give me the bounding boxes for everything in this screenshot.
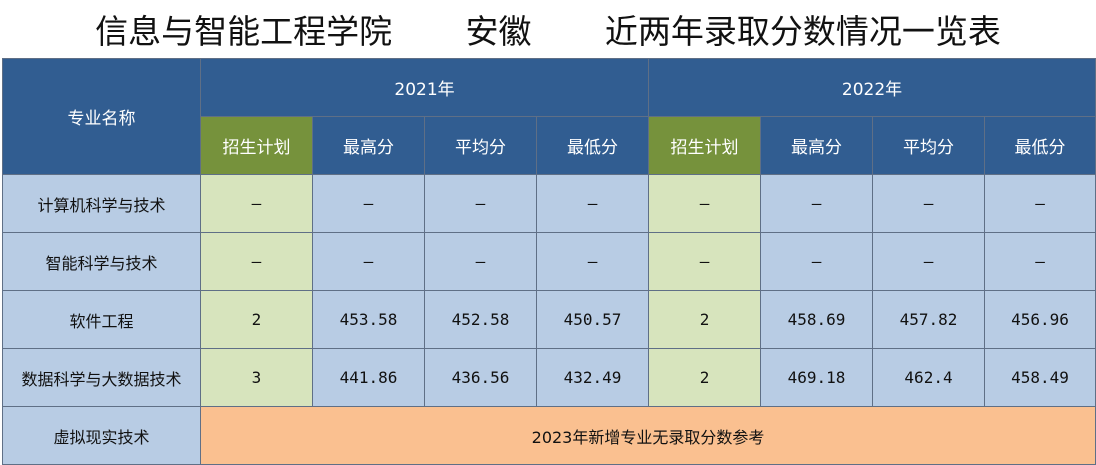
avg-2022: 462.4 <box>872 348 986 407</box>
table-row: 软件工程 2 453.58 452.58 450.57 2 458.69 457… <box>2 290 1096 349</box>
min-score-header-2021: 最低分 <box>535 116 650 175</box>
page-title: 信息与智能工程学院 安徽 近两年录取分数情况一览表 <box>95 12 1001 51</box>
plan-2021: 3 <box>200 348 313 407</box>
max-2022: – <box>760 174 874 233</box>
major-name: 虚拟现实技术 <box>2 406 201 465</box>
table-row: 计算机科学与技术 – – – – – – – – <box>2 174 1096 233</box>
avg-2021: – <box>424 232 537 291</box>
avg-score-header-2021: 平均分 <box>424 116 537 175</box>
avg-2021: 436.56 <box>424 348 537 407</box>
admission-score-table: 专业名称 2021年 2022年 招生计划 最高分 平均分 最低分 招生计划 最… <box>2 58 1096 465</box>
max-2021: – <box>312 174 425 233</box>
avg-score-header-2022: 平均分 <box>872 116 986 175</box>
max-2021: 441.86 <box>312 348 425 407</box>
max-score-header-2022: 最高分 <box>760 116 874 175</box>
max-2021: – <box>312 232 425 291</box>
plan-2022: – <box>648 232 762 291</box>
min-2022: – <box>984 232 1096 291</box>
plan-2021: – <box>200 174 313 233</box>
new-major-note: 2023年新增专业无录取分数参考 <box>199 406 1096 465</box>
avg-2021: 452.58 <box>424 290 537 349</box>
year-2022-header: 2022年 <box>648 58 1096 117</box>
major-name: 计算机科学与技术 <box>2 174 201 233</box>
min-2021: 432.49 <box>535 348 650 407</box>
plan-2022: 2 <box>648 290 762 349</box>
major-name: 软件工程 <box>2 290 201 349</box>
max-2021: 453.58 <box>312 290 425 349</box>
plan-2022: – <box>648 174 762 233</box>
avg-2022: – <box>872 174 986 233</box>
plan-2021: – <box>200 232 313 291</box>
plan-2021: 2 <box>200 290 313 349</box>
table-row: 智能科学与技术 – – – – – – – – <box>2 232 1096 291</box>
plan-header-2022: 招生计划 <box>648 116 762 175</box>
min-score-header-2022: 最低分 <box>984 116 1096 175</box>
plan-header-2021: 招生计划 <box>200 116 313 175</box>
major-name: 数据科学与大数据技术 <box>2 348 201 407</box>
min-2022: – <box>984 174 1096 233</box>
max-2022: – <box>760 232 874 291</box>
table-row: 数据科学与大数据技术 3 441.86 436.56 432.49 2 469.… <box>2 348 1096 407</box>
min-2021: – <box>535 232 650 291</box>
major-name: 智能科学与技术 <box>2 232 201 291</box>
major-name-header: 专业名称 <box>2 58 201 175</box>
min-2022: 456.96 <box>984 290 1096 349</box>
avg-2021: – <box>424 174 537 233</box>
max-score-header-2021: 最高分 <box>312 116 425 175</box>
avg-2022: – <box>872 232 986 291</box>
max-2022: 458.69 <box>760 290 874 349</box>
min-2022: 458.49 <box>984 348 1096 407</box>
year-2021-header: 2021年 <box>199 58 650 117</box>
plan-2022: 2 <box>648 348 762 407</box>
max-2022: 469.18 <box>760 348 874 407</box>
avg-2022: 457.82 <box>872 290 986 349</box>
table-row: 虚拟现实技术 2023年新增专业无录取分数参考 <box>2 406 1096 465</box>
min-2021: 450.57 <box>535 290 650 349</box>
min-2021: – <box>535 174 650 233</box>
